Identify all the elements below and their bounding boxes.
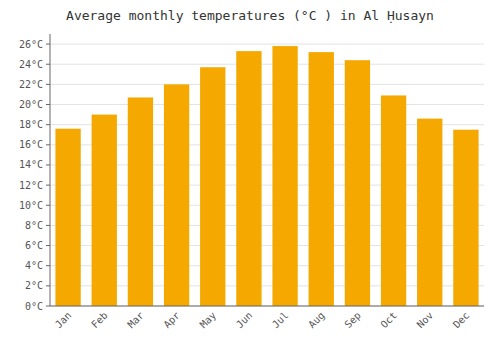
x-tick-label: Apr	[161, 310, 182, 331]
y-tick	[46, 164, 50, 165]
x-tick-label: May	[198, 310, 219, 331]
y-tick-label: 26°C	[19, 39, 43, 50]
grid-line	[50, 44, 484, 45]
y-tick	[46, 84, 50, 85]
x-tick-label: Sep	[342, 310, 363, 331]
bars	[55, 46, 478, 306]
x-tick-label: Oct	[378, 310, 399, 331]
bar	[164, 84, 189, 306]
y-tick-label: 10°C	[19, 200, 43, 211]
y-axis: 0°C 2°C 4°C 6°C 8°C 10°C 12°C 14°C 16°C 18°C 20°C 2…	[19, 34, 50, 312]
y-tick-label: 8°C	[25, 220, 43, 231]
y-tick	[46, 245, 50, 246]
y-tick	[46, 144, 50, 145]
x-tick-label: Mar	[125, 310, 146, 331]
page: {"chart_data": {"type": "bar", "title": …	[0, 0, 500, 350]
x-axis-line	[50, 306, 484, 307]
y-tick-label: 18°C	[19, 119, 43, 130]
y-tick-label: 2°C	[25, 280, 43, 291]
grid-line	[50, 306, 484, 307]
y-tick-label: 12°C	[19, 180, 43, 191]
y-axis-line	[50, 34, 51, 306]
bar	[128, 97, 153, 306]
x-tick-label: Jun	[234, 310, 255, 331]
bar	[345, 60, 370, 306]
y-tick	[46, 306, 50, 307]
bar	[236, 51, 261, 306]
bar	[453, 130, 478, 306]
bar	[92, 115, 117, 306]
y-tick	[46, 124, 50, 125]
y-tick	[46, 225, 50, 226]
y-tick	[46, 44, 50, 45]
bar	[200, 67, 225, 306]
y-tick	[46, 185, 50, 186]
grid-line	[50, 64, 484, 65]
bar	[272, 46, 297, 306]
y-tick-label: 22°C	[19, 79, 43, 90]
y-tick-label: 20°C	[19, 99, 43, 110]
x-tick-label: Aug	[306, 310, 327, 331]
bar	[381, 95, 406, 306]
x-tick-label: Jan	[53, 310, 74, 331]
y-tick-label: 24°C	[19, 59, 43, 70]
x-axis: Jan Feb Mar Apr May Jun Jul Aug Sep Oct Nov Dec	[50, 306, 484, 330]
grid-line	[50, 104, 484, 105]
y-tick	[46, 64, 50, 65]
bar	[55, 129, 80, 306]
grid-line	[50, 84, 484, 85]
y-tick	[46, 285, 50, 286]
y-tick-label: 4°C	[25, 260, 43, 271]
y-tick	[46, 104, 50, 105]
y-tick-label: 16°C	[19, 139, 43, 150]
chart-svg: Average monthly temperatures (°C ) in Al…	[0, 0, 500, 350]
chart-container: Average monthly temperatures (°C ) in Al…	[0, 0, 500, 350]
y-tick-label: 6°C	[25, 240, 43, 251]
bar	[309, 52, 334, 306]
bar	[417, 119, 442, 306]
x-tick-label: Nov	[415, 310, 436, 331]
x-tick-label: Jul	[270, 310, 291, 331]
grid	[50, 44, 484, 306]
y-tick-label: 0°C	[25, 301, 43, 312]
y-tick	[46, 205, 50, 206]
x-tick-label: Dec	[451, 310, 472, 331]
y-tick-label: 14°C	[19, 159, 43, 170]
x-tick-label: Feb	[89, 310, 110, 331]
title: Average monthly temperatures (°C ) in Al…	[66, 8, 434, 23]
y-tick	[46, 265, 50, 266]
